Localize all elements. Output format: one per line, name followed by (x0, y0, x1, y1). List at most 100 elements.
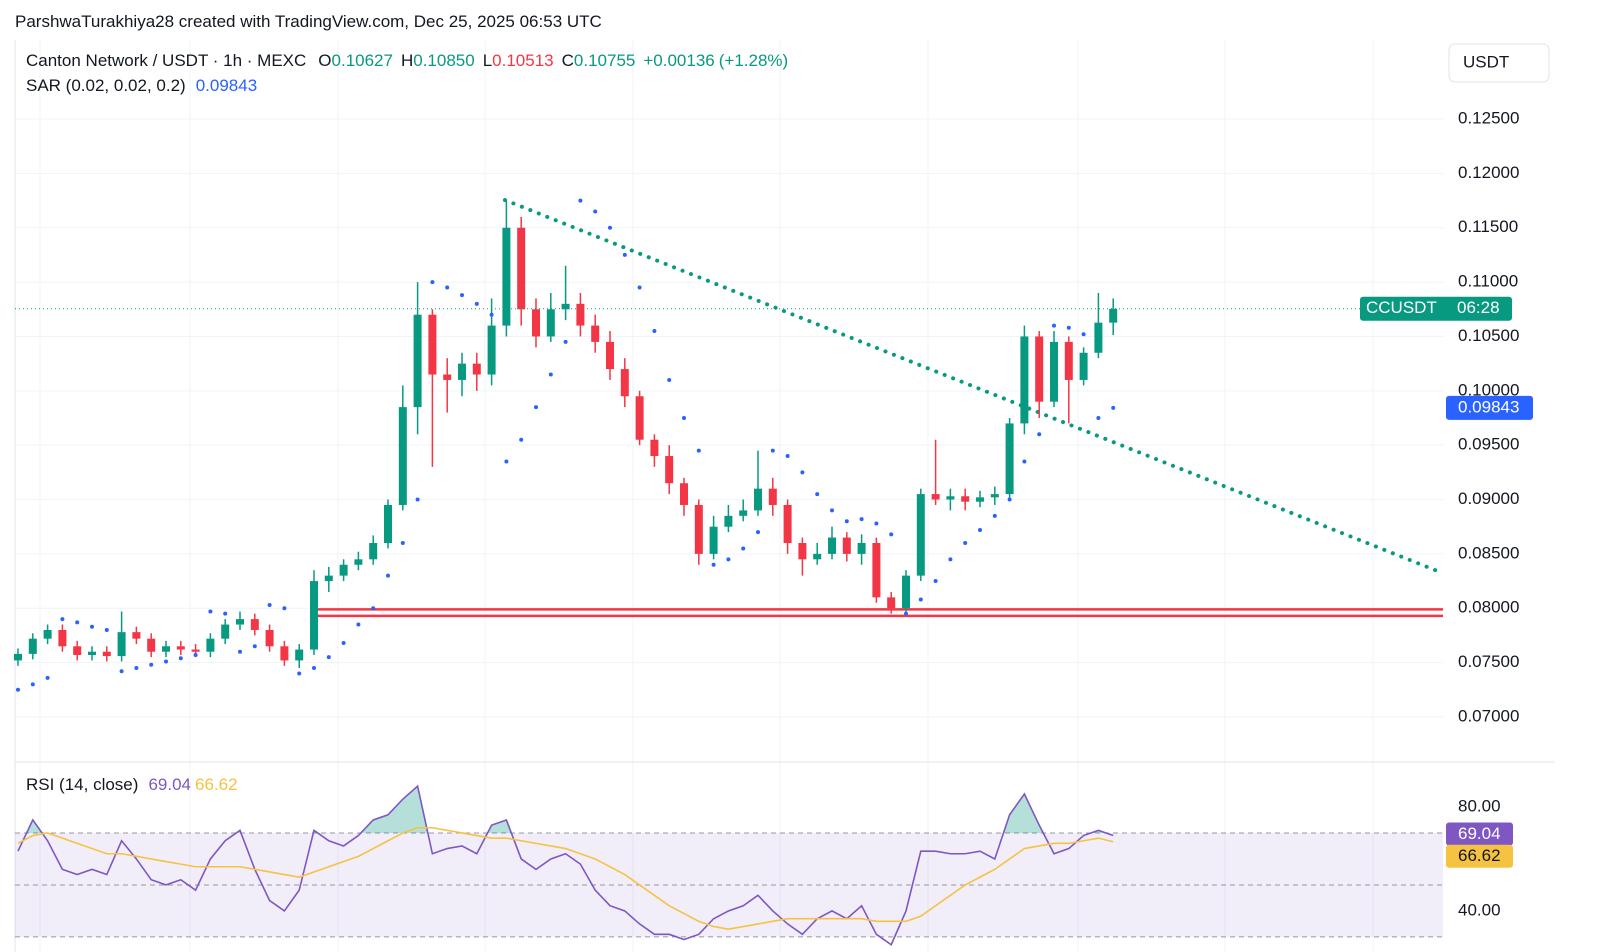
candle-body (43, 629, 52, 639)
candle-body (472, 363, 481, 375)
candle-body (280, 646, 289, 661)
legend-value: 0.10850 (413, 51, 475, 70)
candle-body (650, 439, 659, 457)
candle-body (73, 646, 82, 655)
sar-dot (563, 339, 568, 344)
candle-body (591, 325, 600, 342)
candle-body (191, 649, 200, 652)
currency-button (1448, 43, 1550, 83)
candle-body (14, 653, 22, 661)
sar-dot (918, 597, 923, 602)
sar-dot (1052, 323, 1056, 328)
candle-body (680, 483, 688, 505)
sar-dot (489, 312, 494, 317)
sar-dot (622, 252, 627, 257)
sar-dot (149, 662, 154, 667)
sar-dot (593, 209, 598, 214)
candle-body (354, 559, 363, 565)
sar-dot (696, 448, 701, 453)
candle-body (132, 632, 141, 639)
legend-title: Canton Network / USDT · 1h · MEXC (26, 51, 307, 70)
candle-body (798, 543, 807, 560)
candle-body (487, 325, 496, 375)
y-tick-label: 0.12500 (1458, 109, 1519, 128)
sar-dot (859, 517, 864, 522)
candle-body (221, 624, 230, 639)
sar-dot (45, 675, 50, 680)
sar-dot (208, 609, 213, 614)
candle-body (842, 537, 851, 554)
sar-dot (874, 521, 879, 526)
y-tick-label: 80.00 (1458, 796, 1501, 815)
candle-body (147, 638, 156, 652)
sar-dot (548, 372, 553, 377)
candle-body (88, 651, 96, 655)
candle-body (620, 369, 629, 397)
sar-dot (119, 669, 124, 674)
legend-key: C (561, 51, 574, 70)
candle-body (384, 504, 392, 544)
sar-dot (164, 659, 168, 664)
sar-name: SAR (0.02, 0.02, 0.2) (26, 76, 186, 95)
candle-body (162, 646, 170, 652)
candle-body (369, 543, 378, 560)
sar-dot (904, 611, 908, 616)
candle-body (1020, 336, 1029, 424)
sar-dot (948, 557, 953, 562)
sar-dot (386, 573, 390, 578)
sar-dot (830, 508, 834, 513)
candle-body (413, 314, 422, 408)
sar-dot (341, 641, 346, 646)
sar-dot (1022, 459, 1027, 464)
legend-value: 0.10513 (492, 51, 554, 70)
y-tick-label: 0.11500 (1458, 217, 1518, 236)
rsi-tag (1446, 822, 1513, 846)
candle-body (694, 504, 703, 554)
candle-body (176, 646, 185, 650)
sar-dot (992, 513, 997, 518)
candle-body (561, 303, 570, 310)
currency-label[interactable]: USDT (1463, 52, 1509, 71)
sar-tag-label: 0.09843 (1458, 397, 1519, 416)
sar-dot (815, 492, 820, 497)
candle-body (739, 510, 748, 516)
sar-dot (460, 293, 464, 298)
candle-body (1035, 336, 1044, 402)
y-tick-label: 0.07000 (1458, 706, 1519, 725)
symbol-label: CCUSDT (1366, 298, 1437, 317)
sar-dot (282, 606, 287, 611)
sar-dot (445, 285, 450, 290)
sar-legend: SAR (0.02, 0.02, 0.2) 0.09843 (26, 76, 261, 96)
sar-dot (474, 301, 479, 306)
sar-dot (519, 437, 524, 442)
sar-dot (637, 285, 642, 290)
candle-body (813, 553, 822, 560)
sar-dot (30, 682, 35, 687)
legend-value: 0.10627 (331, 51, 393, 70)
candle-body (532, 309, 540, 337)
candle-body (295, 649, 304, 661)
legend-key: H (400, 51, 414, 70)
sar-dot (1111, 405, 1116, 410)
legend-key: L (482, 51, 493, 70)
candle-body (502, 227, 511, 326)
legend-key: O (318, 51, 332, 70)
sar-dot (756, 530, 760, 535)
price-legend: Canton Network / USDT · 1h · MEXC O0.1062… (26, 51, 792, 71)
candle-body (236, 619, 244, 625)
sar-dot (223, 611, 228, 616)
candle-body (117, 632, 126, 657)
candle-body (931, 494, 940, 500)
sar-dot (356, 622, 361, 627)
candle-body (28, 638, 37, 654)
candle-body (443, 374, 452, 380)
y-tick-label: 0.12000 (1458, 163, 1519, 182)
sar-dot (741, 546, 746, 551)
sar-dot (578, 198, 583, 203)
sar-dot (75, 620, 80, 625)
candle-body (768, 488, 777, 505)
sar-dot (534, 405, 538, 410)
